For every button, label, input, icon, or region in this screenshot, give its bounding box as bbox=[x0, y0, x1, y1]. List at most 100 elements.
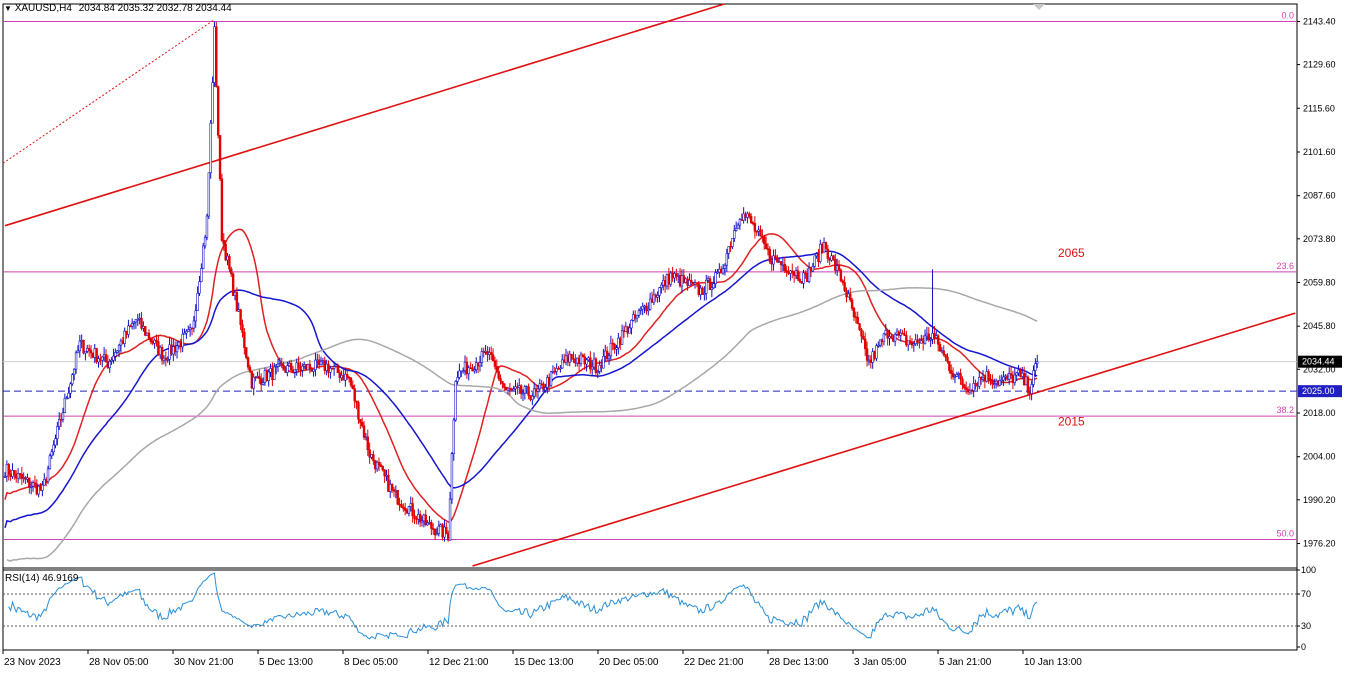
candle-body bbox=[824, 242, 828, 250]
candle-body bbox=[763, 236, 766, 245]
candle-body bbox=[200, 268, 203, 282]
candle-body bbox=[78, 340, 82, 352]
candle-body bbox=[607, 355, 611, 360]
candle-body bbox=[194, 310, 197, 322]
fib-level-label: 23.6 bbox=[1276, 261, 1294, 271]
candle-body bbox=[263, 370, 267, 383]
candle-body bbox=[338, 372, 341, 379]
candle-body bbox=[676, 274, 680, 277]
candle-body bbox=[245, 347, 248, 358]
candle-body bbox=[506, 387, 510, 391]
candle-body bbox=[660, 284, 663, 288]
candle-body bbox=[452, 419, 455, 455]
candle-body bbox=[54, 438, 57, 446]
collapse-arrow-icon[interactable]: ▼ bbox=[4, 4, 12, 13]
candle-body bbox=[961, 378, 964, 386]
candle-body bbox=[662, 280, 665, 286]
candle-body bbox=[862, 335, 865, 340]
candle-body bbox=[1034, 363, 1037, 371]
candle-body bbox=[746, 213, 749, 218]
candle-body bbox=[718, 268, 721, 273]
candle-body bbox=[331, 367, 334, 370]
candle-body bbox=[759, 229, 762, 237]
candle-body bbox=[321, 360, 325, 362]
candle-body bbox=[123, 330, 126, 344]
candle-body bbox=[476, 362, 480, 367]
candle-body bbox=[203, 236, 207, 247]
candle-body bbox=[327, 363, 330, 373]
candle-body bbox=[622, 330, 626, 333]
candle-body bbox=[114, 352, 117, 357]
candle-body bbox=[895, 331, 899, 335]
candle-body bbox=[648, 298, 652, 310]
candle-body bbox=[843, 282, 846, 291]
candle-body bbox=[632, 314, 635, 321]
fib-level-label: 50.0 bbox=[1276, 528, 1294, 538]
candle-body bbox=[461, 370, 465, 372]
moving-average-line bbox=[6, 287, 1038, 562]
candle-body bbox=[957, 373, 960, 375]
candle-body bbox=[112, 355, 115, 361]
candle-body bbox=[497, 371, 500, 379]
candle-body bbox=[581, 354, 585, 357]
candle-body bbox=[250, 371, 254, 389]
time-tick-label: 15 Dec 13:00 bbox=[514, 657, 574, 668]
candle-body bbox=[357, 402, 360, 420]
candle-body bbox=[878, 339, 882, 346]
candle-body bbox=[454, 381, 457, 421]
candle-body bbox=[736, 224, 740, 229]
candle-body bbox=[15, 473, 18, 479]
plot-frame bbox=[2, 3, 1298, 651]
candle-body bbox=[366, 436, 369, 451]
candle-body bbox=[811, 266, 815, 272]
candle-body bbox=[1011, 375, 1015, 384]
fib-level-label: 38.2 bbox=[1276, 405, 1294, 415]
candle-body bbox=[993, 383, 996, 385]
candle-body bbox=[577, 357, 581, 365]
candle-body bbox=[278, 363, 282, 365]
candle-body bbox=[383, 469, 386, 477]
candle-body bbox=[441, 524, 444, 538]
candle-body bbox=[635, 314, 639, 319]
candle-body bbox=[24, 477, 27, 480]
candle-body bbox=[237, 309, 240, 312]
candle-body bbox=[446, 533, 450, 541]
candle-body bbox=[465, 361, 469, 375]
candle-body bbox=[755, 230, 758, 233]
candle-body bbox=[488, 352, 491, 355]
candle-body bbox=[800, 281, 803, 284]
candle-body bbox=[140, 317, 143, 329]
candle-body bbox=[302, 364, 306, 367]
price-tick-label: 2073.80 bbox=[1303, 234, 1336, 244]
candle-body bbox=[26, 477, 29, 480]
candle-body bbox=[273, 366, 276, 381]
candle-body bbox=[766, 248, 770, 250]
candle-body bbox=[211, 82, 214, 124]
candle-body bbox=[770, 261, 773, 265]
candle-body bbox=[37, 485, 40, 495]
price-tick-label: 1976.20 bbox=[1303, 539, 1336, 549]
candle-body bbox=[514, 386, 517, 390]
candle-body bbox=[222, 240, 225, 245]
candle-body bbox=[798, 278, 801, 282]
candle-body bbox=[147, 332, 151, 340]
candle-body bbox=[76, 350, 80, 354]
candle-body bbox=[16, 473, 20, 479]
candle-body bbox=[688, 279, 691, 286]
candle-body bbox=[44, 479, 48, 482]
candle-body bbox=[493, 360, 497, 367]
candle-body bbox=[774, 255, 777, 259]
candle-body bbox=[248, 366, 252, 372]
candle-body bbox=[138, 317, 141, 320]
price-annotation: 2065 bbox=[1058, 246, 1085, 260]
candle-body bbox=[964, 387, 968, 390]
candle-body bbox=[963, 384, 966, 389]
candle-body bbox=[106, 361, 110, 369]
candle-body bbox=[777, 261, 781, 263]
candle-body bbox=[314, 359, 317, 371]
candle-body bbox=[529, 395, 532, 400]
candle-body bbox=[84, 350, 87, 354]
candle-body bbox=[966, 389, 970, 393]
candle-body bbox=[875, 345, 878, 359]
